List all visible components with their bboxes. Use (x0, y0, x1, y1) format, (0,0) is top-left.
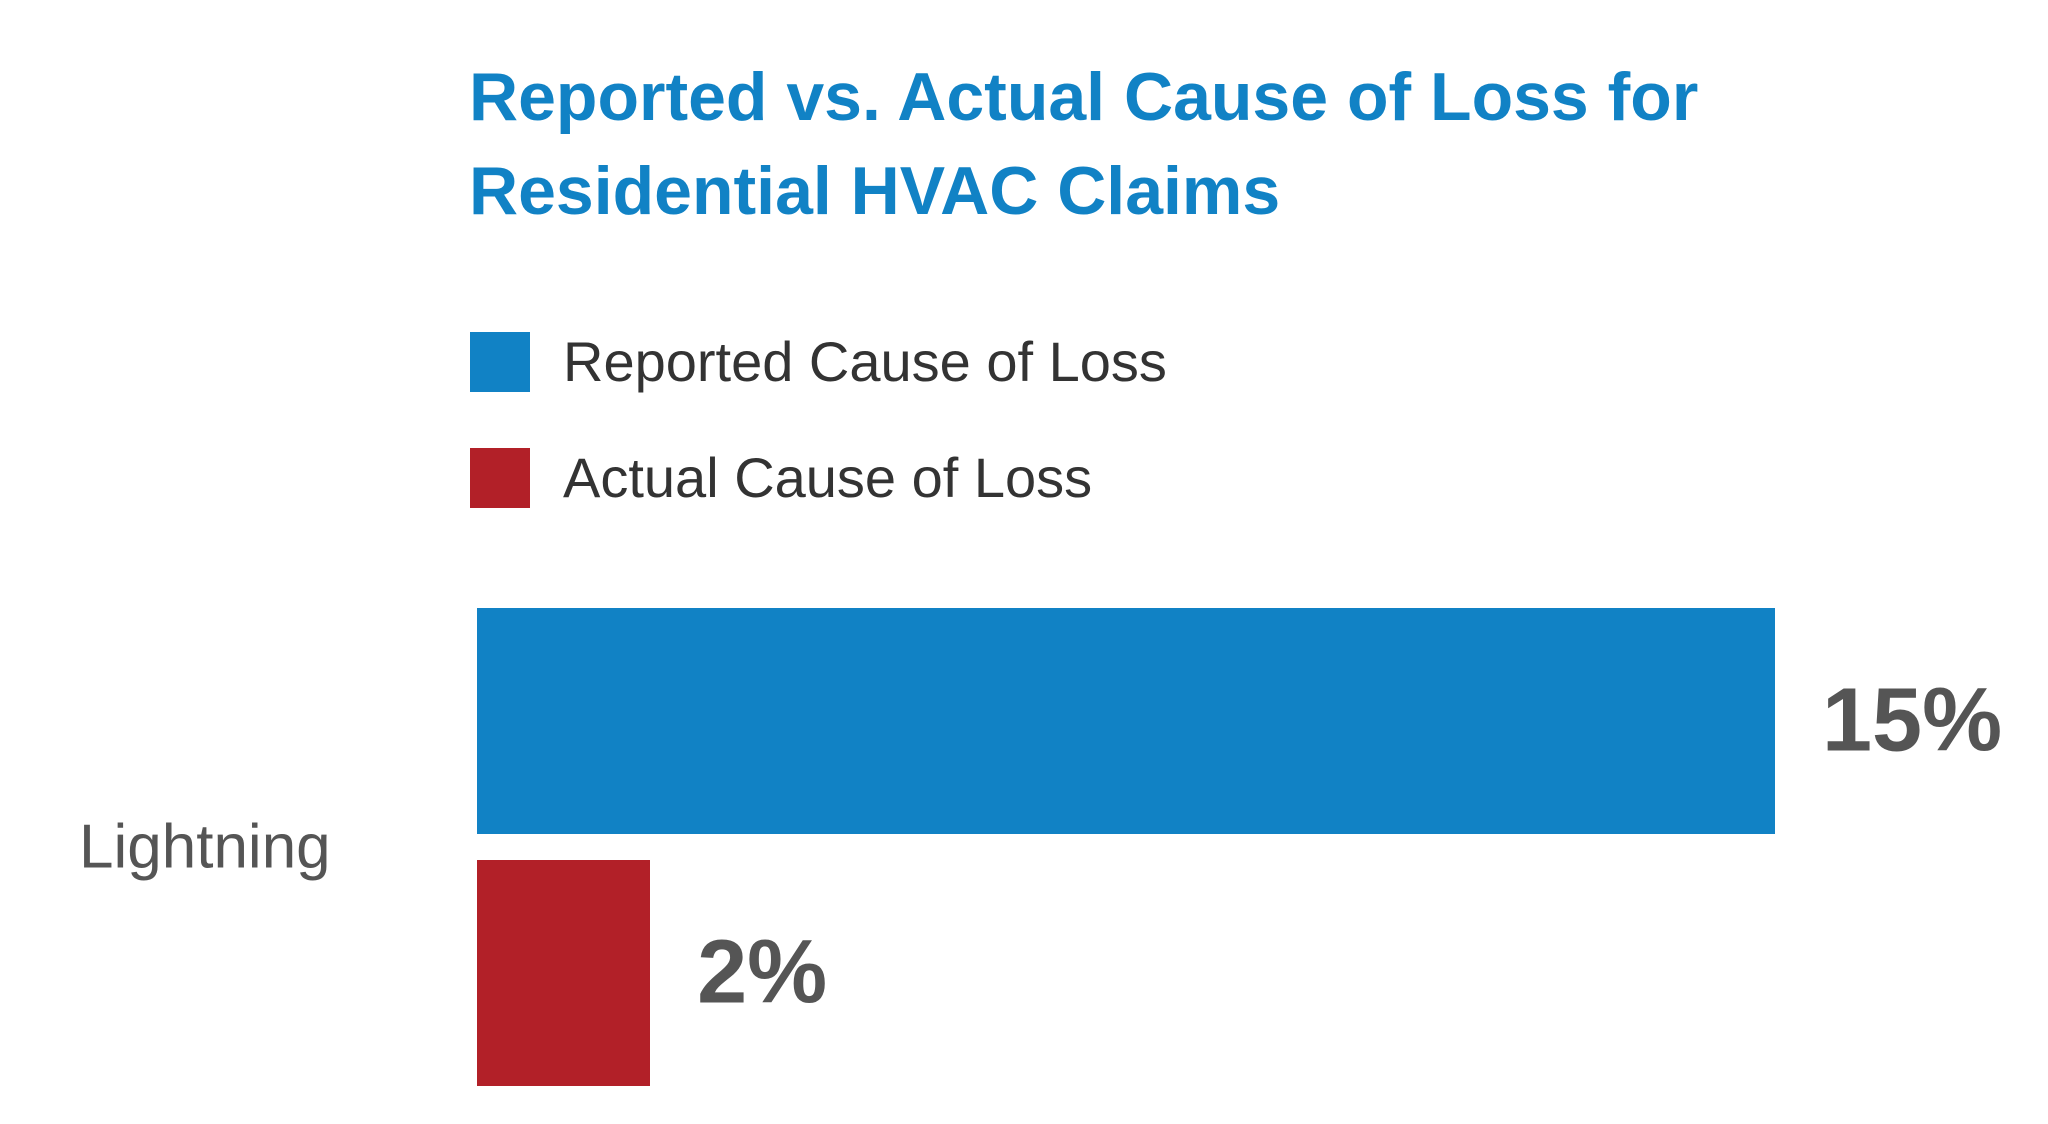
legend-label: Reported Cause of Loss (563, 330, 1167, 393)
bar (477, 608, 1775, 834)
legend-swatch (470, 448, 530, 508)
bar (477, 860, 651, 1086)
chart-title: Reported vs. Actual Cause of Loss for Re… (469, 59, 1699, 229)
legend-swatch (470, 332, 530, 392)
value-label: 15% (1822, 670, 2003, 771)
category-label: Lightning (79, 812, 331, 882)
legend-label: Actual Cause of Loss (563, 446, 1093, 509)
value-label: 2% (697, 922, 828, 1023)
